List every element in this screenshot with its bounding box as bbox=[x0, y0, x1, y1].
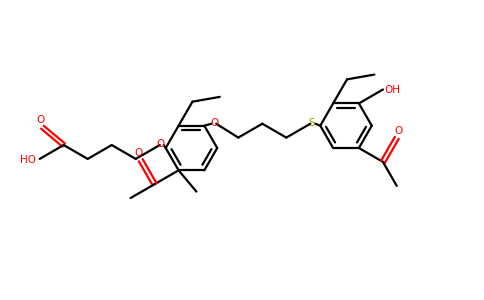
Text: S: S bbox=[308, 118, 315, 128]
Text: O: O bbox=[135, 148, 143, 158]
Text: O: O bbox=[394, 126, 403, 136]
Text: O: O bbox=[36, 115, 45, 125]
Text: OH: OH bbox=[385, 85, 401, 94]
Text: O: O bbox=[210, 118, 218, 128]
Text: O: O bbox=[157, 139, 165, 149]
Text: HO: HO bbox=[20, 155, 36, 165]
